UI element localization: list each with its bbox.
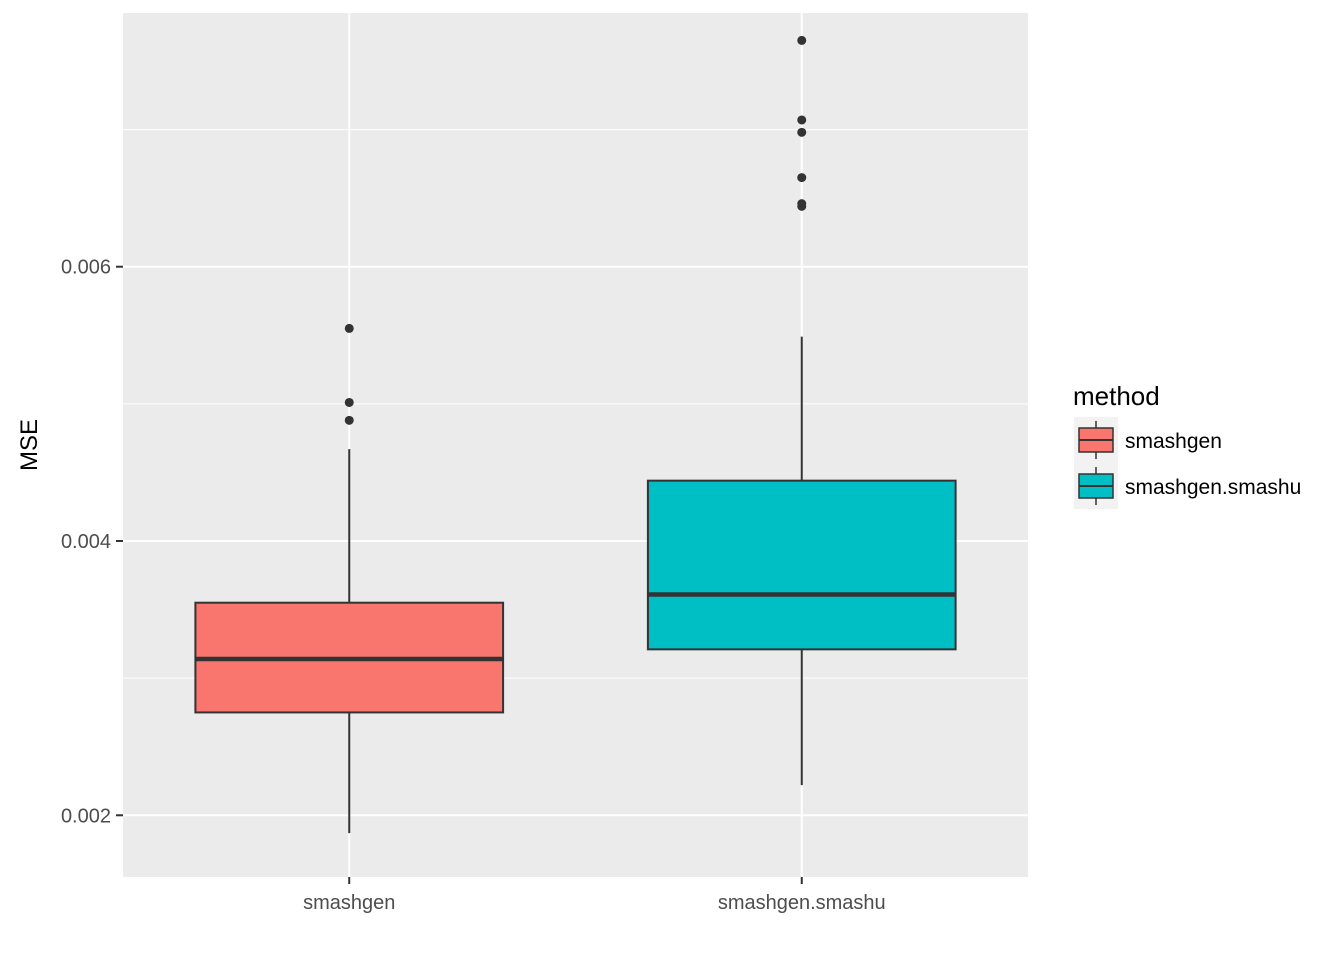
box-smashgen-smashu [646, 35, 957, 786]
x-tick-label: smashgen.smashu [718, 892, 886, 914]
y-tick-label: 0.004 [61, 531, 111, 553]
outlier-point [797, 115, 807, 125]
y-axis-title: MSE [16, 419, 43, 471]
outlier-point [797, 173, 807, 183]
box-iqr [646, 479, 957, 651]
legend-title: method [1073, 381, 1160, 411]
legend-key-smashgen-smashu [1074, 463, 1118, 509]
box-smashgen [194, 323, 505, 834]
legend-key-smashgen [1074, 417, 1118, 463]
y-tick-label: 0.006 [61, 257, 111, 279]
major-gridlines [123, 13, 1028, 877]
outlier-point [797, 201, 807, 211]
panel-background [123, 13, 1028, 877]
legend: method smashgen smashgen.smashu [1073, 381, 1301, 509]
x-axis: smashgen smashgen.smashu [303, 877, 886, 914]
outlier-point [344, 323, 354, 333]
y-tick-label: 0.002 [61, 805, 111, 827]
outlier-point [797, 127, 807, 137]
y-axis: 0.002 0.004 0.006 [61, 257, 123, 827]
legend-label: smashgen.smashu [1125, 476, 1301, 499]
boxes-layer [194, 35, 957, 834]
legend-label: smashgen [1125, 430, 1222, 453]
x-tick-label: smashgen [303, 892, 395, 914]
outlier-point [344, 397, 354, 407]
outlier-point [797, 35, 807, 45]
outlier-point [344, 415, 354, 425]
